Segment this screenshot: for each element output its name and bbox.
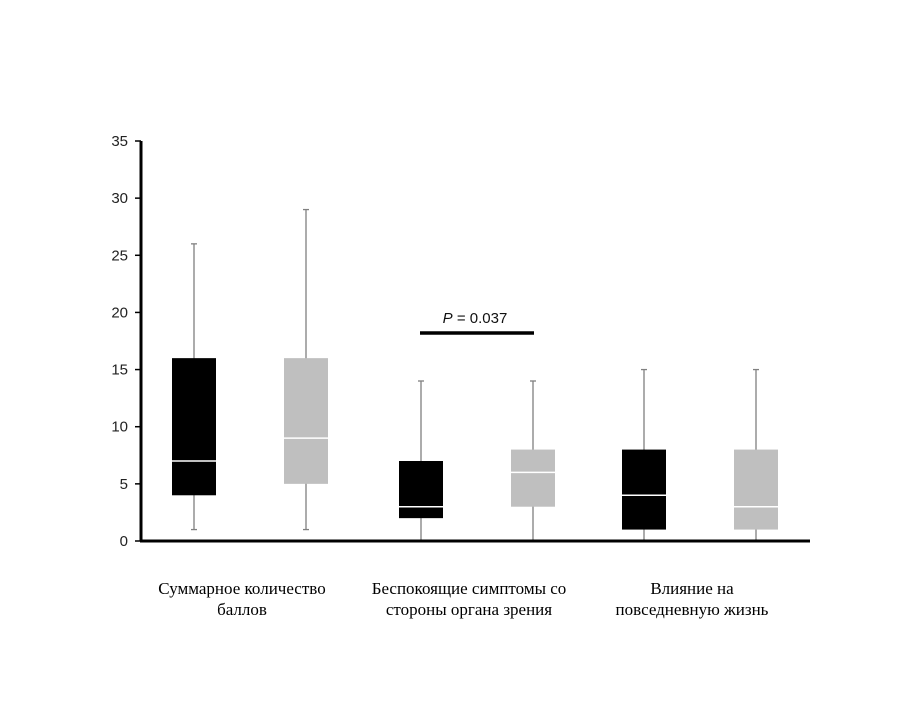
y-tick-label: 35 [111,133,128,150]
category-label-line: повседневную жизнь [615,600,769,619]
box [284,358,328,484]
category-label: Суммарное количество баллов [122,578,362,620]
box [399,461,443,519]
y-tick-label: 0 [120,533,128,550]
category-label: Беспокоящие симптомы со стороны органа зр… [349,578,589,620]
box [734,449,778,530]
y-tick-label: 5 [120,476,128,493]
category-label-line: Беспокоящие симптомы со [371,579,567,598]
category-label-line: Суммарное количество [158,579,326,598]
p-value-label: P = 0.037 [443,310,508,327]
y-tick-label: 15 [111,362,128,379]
box [172,358,216,496]
category-label-line: баллов [217,600,267,619]
category-label: Влияние на повседневную жизнь [572,578,812,620]
category-label-line: Влияние на [650,579,734,598]
box [622,449,666,530]
y-tick-label: 10 [111,419,128,436]
category-label-line: стороны органа зрения [385,600,553,619]
y-tick-label: 30 [111,190,128,207]
y-tick-label: 25 [111,247,128,264]
box [511,449,555,507]
y-tick-label: 20 [111,304,128,321]
